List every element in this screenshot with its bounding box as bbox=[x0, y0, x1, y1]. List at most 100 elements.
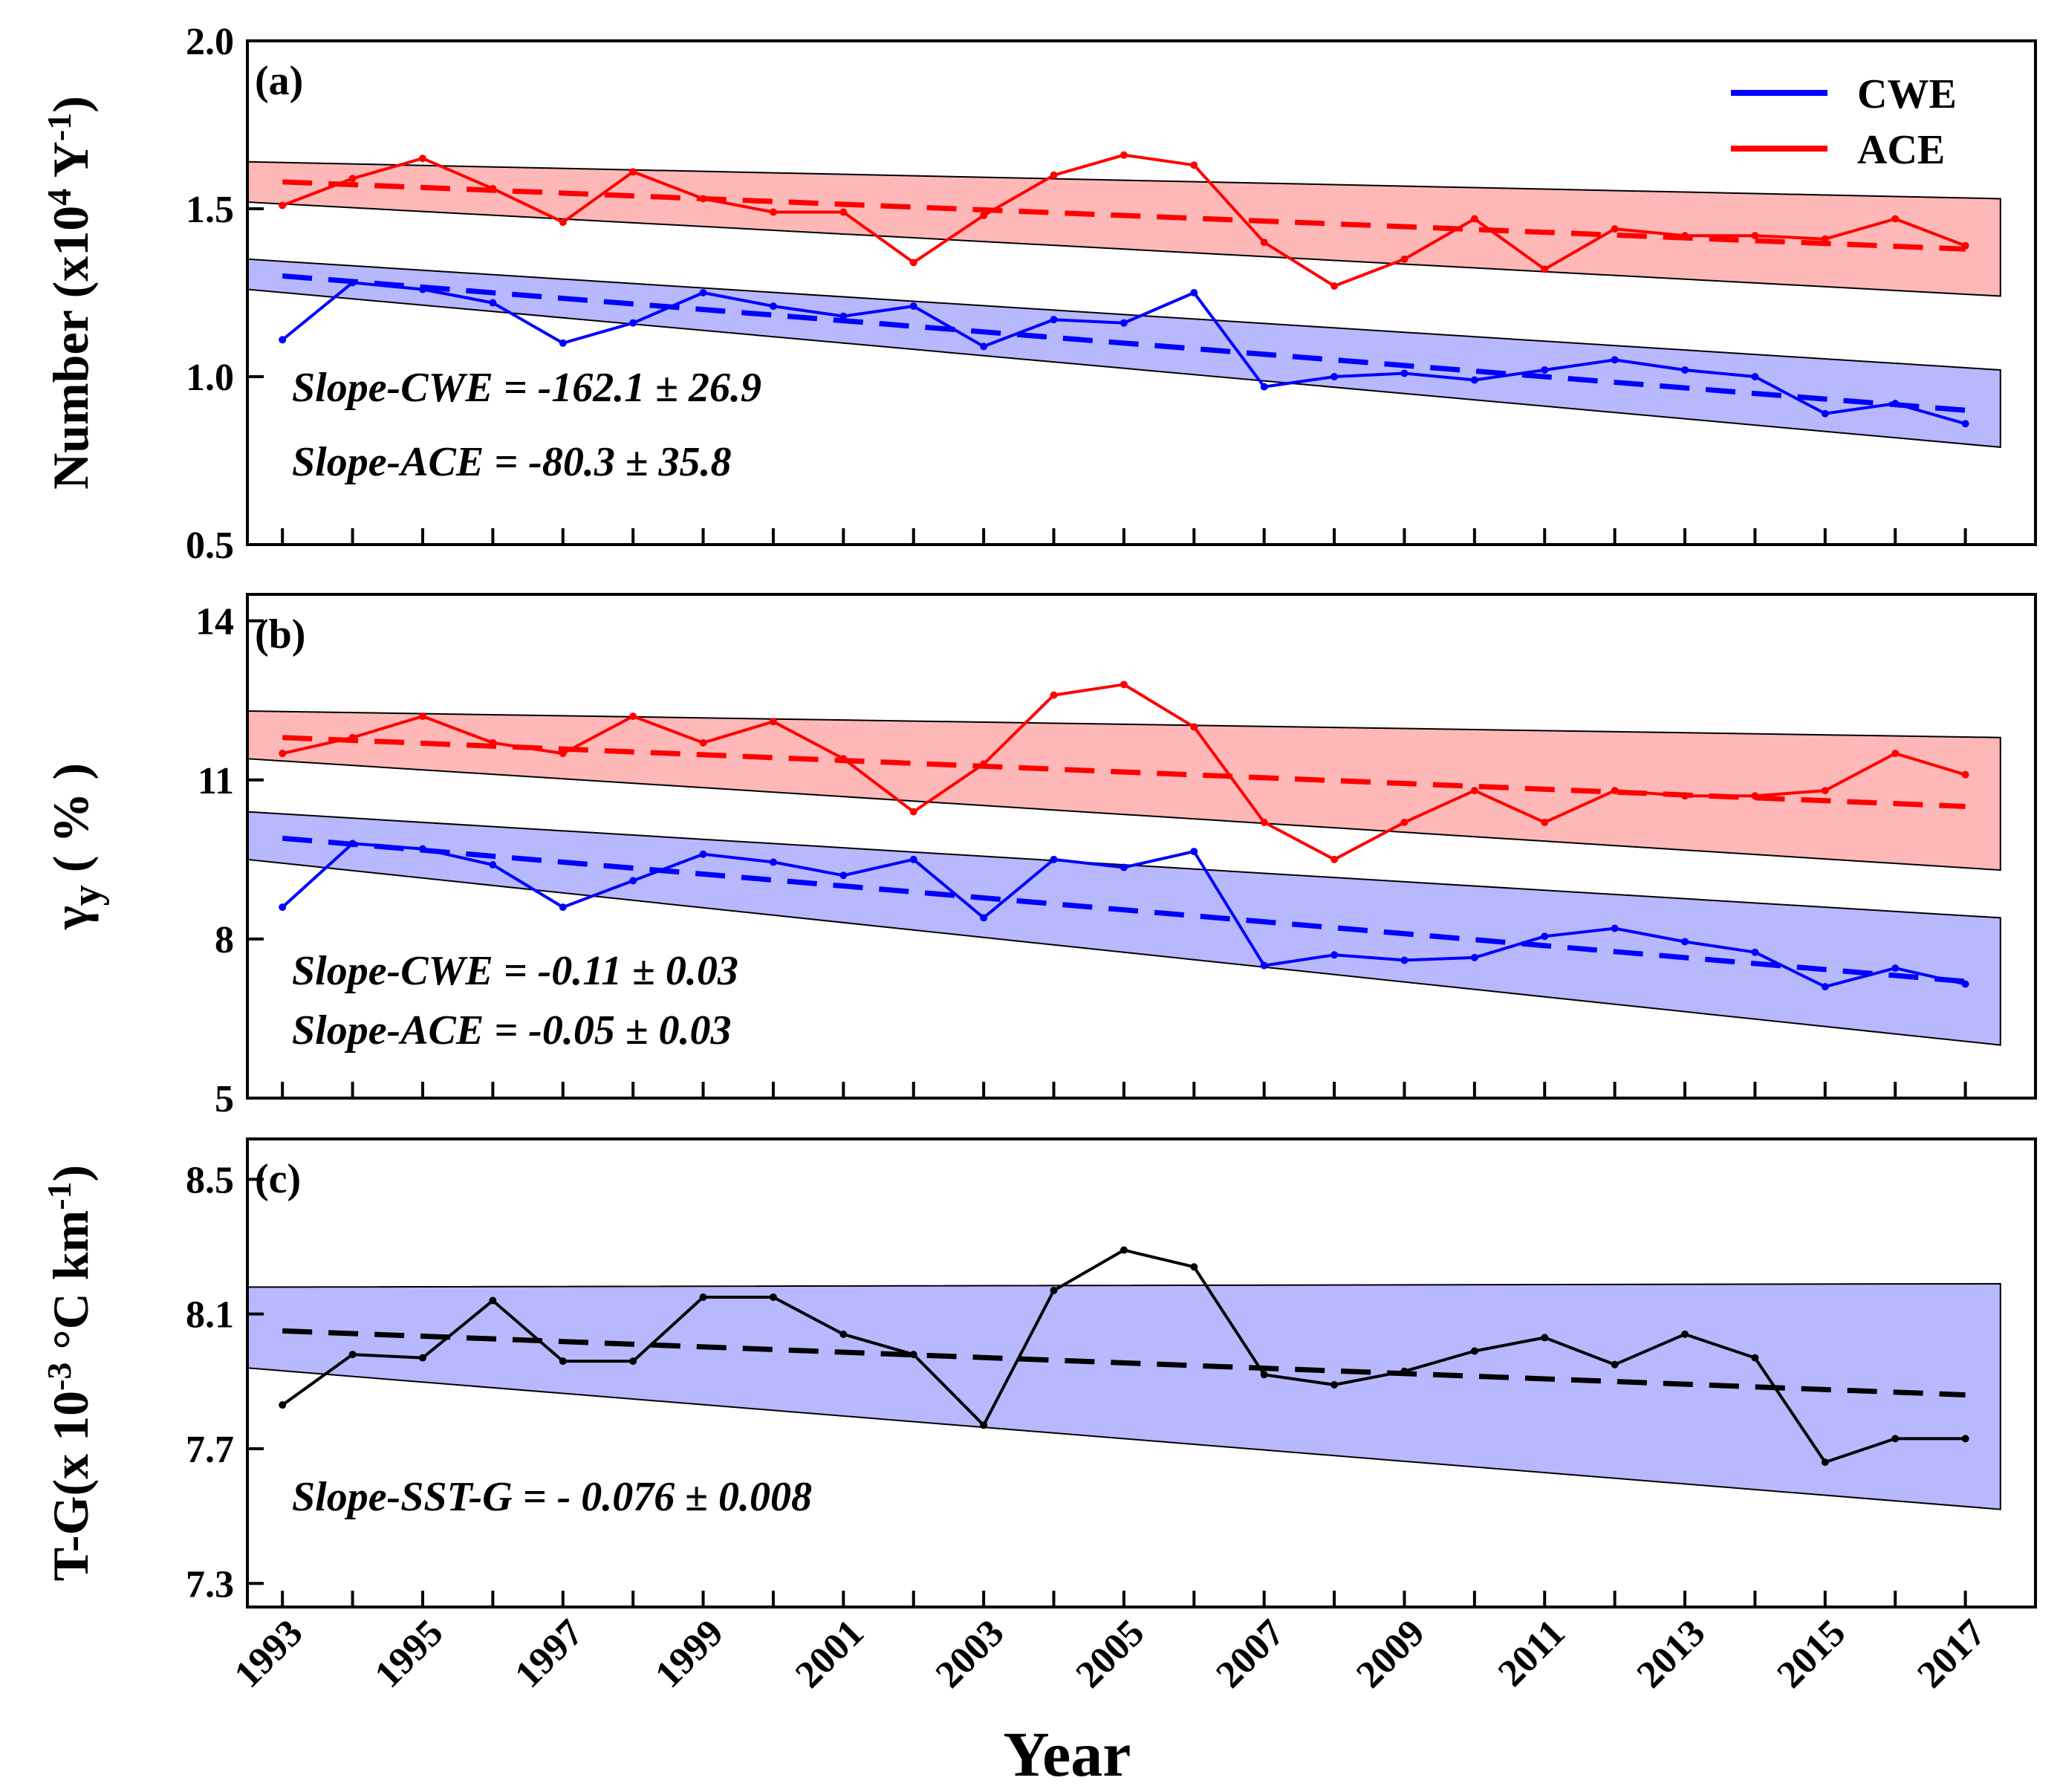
x-tick-label: 2011 bbox=[1490, 1611, 1573, 1695]
y-tick-label: 0.5 bbox=[186, 525, 234, 567]
data-point-ace bbox=[1821, 787, 1829, 795]
legend-label-ace: ACE bbox=[1857, 127, 1945, 173]
data-point-cwe bbox=[629, 877, 637, 885]
data-point-ace bbox=[1821, 235, 1829, 243]
data-point-ace bbox=[1961, 770, 1969, 779]
y-tick-label: 5 bbox=[215, 1078, 234, 1120]
data-point-cwe bbox=[1470, 953, 1478, 961]
data-point-ace bbox=[1260, 818, 1268, 826]
data-point-ace bbox=[839, 755, 848, 763]
data-point-ace bbox=[1330, 855, 1339, 863]
data-point-sst-g bbox=[1681, 1330, 1689, 1338]
data-point-cwe bbox=[699, 289, 707, 296]
panel-1: 5 8 11 14 (b) Slope-CWE = -0.11 ± 0.03 Slope-A… bbox=[42, 593, 2037, 1120]
data-point-ace bbox=[489, 738, 497, 747]
data-point-cwe bbox=[1330, 951, 1339, 959]
data-point-cwe bbox=[1611, 356, 1619, 364]
slope-annotation: Slope-ACE = -80.3 ± 35.8 bbox=[292, 439, 732, 485]
data-point-ace bbox=[1470, 215, 1478, 223]
x-tick-label: 1995 bbox=[367, 1611, 452, 1696]
slope-annotation: Slope-CWE = -162.1 ± 26.9 bbox=[292, 365, 761, 411]
data-point-cwe bbox=[279, 903, 287, 912]
trend-line-cwe bbox=[282, 835, 1966, 984]
data-point-ace bbox=[418, 155, 426, 163]
data-point-ace bbox=[1400, 255, 1408, 263]
data-point-cwe bbox=[418, 845, 426, 853]
x-tick-label: 2015 bbox=[1769, 1611, 1853, 1696]
data-point-sst-g bbox=[1120, 1246, 1128, 1254]
data-point-sst-g bbox=[1050, 1286, 1058, 1294]
x-tick-label: 2003 bbox=[928, 1611, 1013, 1696]
trend-line-cwe bbox=[282, 273, 1966, 413]
data-point-ace bbox=[1050, 691, 1058, 699]
data-point-cwe bbox=[1330, 373, 1339, 380]
data-point-sst-g bbox=[1891, 1435, 1900, 1443]
data-point-cwe bbox=[1821, 983, 1829, 991]
y-tick-label: 1.5 bbox=[186, 189, 234, 231]
data-point-cwe bbox=[980, 343, 988, 351]
y-axis-label-sub: y bbox=[64, 885, 110, 906]
x-tick-label: 1997 bbox=[507, 1611, 591, 1696]
data-point-sst-g bbox=[1821, 1458, 1829, 1467]
y-axis-label-end: ) bbox=[42, 96, 99, 113]
data-point-cwe bbox=[839, 871, 848, 880]
data-point-sst-g bbox=[1611, 1360, 1619, 1369]
data-point-ace bbox=[1751, 792, 1759, 800]
data-point-cwe bbox=[1751, 373, 1759, 380]
data-point-cwe bbox=[1260, 383, 1268, 391]
data-point-sst-g bbox=[418, 1354, 426, 1362]
x-tick-label: 2017 bbox=[1909, 1611, 1994, 1696]
data-point-ace bbox=[699, 195, 707, 203]
data-point-ace bbox=[909, 259, 917, 267]
y-tick-label: 7.3 bbox=[186, 1563, 234, 1606]
data-point-sst-g bbox=[769, 1293, 777, 1302]
data-point-cwe bbox=[1891, 964, 1900, 973]
data-point-cwe bbox=[1050, 316, 1058, 324]
data-point-ace bbox=[1891, 215, 1900, 223]
data-point-ace bbox=[348, 175, 357, 183]
data-point-cwe bbox=[1190, 289, 1198, 296]
data-point-ace bbox=[1330, 282, 1339, 290]
data-point-sst-g bbox=[489, 1296, 497, 1305]
data-point-sst-g bbox=[1541, 1334, 1549, 1342]
data-point-ace bbox=[348, 733, 357, 741]
y-tick-label: 8.5 bbox=[186, 1159, 234, 1201]
data-point-ace bbox=[1050, 171, 1058, 179]
y-axis-label: T-G(x 10-3 °C km-1) bbox=[40, 1165, 99, 1581]
data-point-ace bbox=[418, 712, 426, 721]
data-point-sst-g bbox=[980, 1421, 988, 1429]
slope-annotation: Slope-CWE = -0.11 ± 0.03 bbox=[292, 948, 738, 994]
data-point-ace bbox=[980, 760, 988, 768]
data-point-cwe bbox=[1400, 956, 1408, 964]
data-point-ace bbox=[1190, 723, 1198, 731]
data-point-ace bbox=[839, 208, 848, 216]
data-point-sst-g bbox=[279, 1401, 287, 1409]
data-point-ace bbox=[1400, 818, 1408, 826]
data-point-cwe bbox=[1120, 863, 1128, 871]
data-point-cwe bbox=[1541, 932, 1549, 941]
x-tick-label: 1993 bbox=[227, 1611, 311, 1696]
data-point-ace bbox=[489, 184, 497, 192]
plot-frame bbox=[246, 39, 2037, 546]
data-point-sst-g bbox=[1470, 1347, 1478, 1355]
data-point-ace bbox=[909, 808, 917, 816]
data-point-sst-g bbox=[699, 1293, 707, 1302]
x-tick-label: 2013 bbox=[1629, 1611, 1714, 1696]
data-point-cwe bbox=[418, 285, 426, 293]
x-tick-label: 2009 bbox=[1348, 1611, 1433, 1696]
data-point-cwe bbox=[1961, 420, 1969, 428]
y-axis-label-sup: 4 bbox=[40, 189, 78, 206]
trend-line-sst-g bbox=[282, 1328, 1966, 1397]
data-point-ace bbox=[629, 168, 637, 176]
data-point-ace bbox=[1120, 681, 1128, 689]
data-point-ace bbox=[1190, 161, 1198, 169]
y-tick-label: 2.0 bbox=[186, 21, 234, 63]
data-point-cwe bbox=[1050, 855, 1058, 863]
data-point-cwe bbox=[279, 336, 287, 344]
y-axis-label: Number (x104 Y-1) bbox=[40, 96, 99, 490]
plot-frame bbox=[246, 1137, 2037, 1608]
y-axis-label: γy ( % ) bbox=[42, 763, 110, 930]
data-point-ace bbox=[279, 750, 287, 758]
panel-2: 7.3 7.7 8.1 8.5 (c) Slope-SST-G = - 0.076 ± 0… bbox=[40, 1137, 2037, 1608]
data-point-cwe bbox=[1400, 369, 1408, 377]
